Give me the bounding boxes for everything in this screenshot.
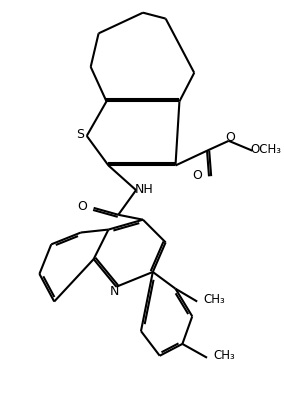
Text: NH: NH [135, 183, 153, 196]
Text: OCH₃: OCH₃ [251, 143, 282, 156]
Text: S: S [76, 129, 84, 141]
Text: O: O [225, 131, 235, 144]
Text: O: O [77, 200, 87, 213]
Text: CH₃: CH₃ [203, 293, 225, 306]
Text: N: N [110, 285, 119, 298]
Text: O: O [192, 169, 202, 182]
Text: CH₃: CH₃ [213, 349, 235, 362]
